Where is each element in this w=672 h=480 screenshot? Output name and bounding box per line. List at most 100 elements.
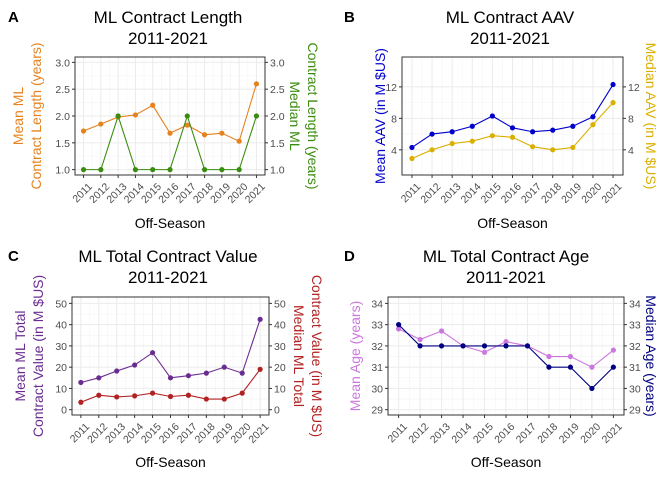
data-point-right: [236, 167, 242, 173]
x-tick-label: 2011: [399, 181, 424, 206]
data-point-left: [509, 125, 516, 131]
data-point-left: [132, 112, 139, 118]
x-tick-label: 2020: [578, 421, 603, 446]
right-tick-label: 30: [629, 383, 641, 395]
data-point-right: [396, 322, 402, 328]
x-tick-label: 2011: [385, 421, 410, 446]
data-point-right: [438, 343, 445, 349]
x-tick-label: 2021: [246, 421, 271, 446]
chart-title: ML Contract Length: [94, 8, 243, 27]
data-point-left: [449, 129, 455, 135]
data-point-right: [201, 167, 208, 173]
data-point-right: [150, 167, 156, 173]
data-point-left: [184, 122, 190, 128]
x-axis-label: Off-Season: [471, 454, 542, 470]
left-tick-label: 40: [55, 320, 67, 332]
right-axis-label: Contract Length (years): [305, 42, 321, 189]
data-point-left: [570, 123, 576, 129]
x-axis-label: Off-Season: [135, 215, 206, 231]
data-point-left: [203, 370, 209, 376]
right-tick-label: 4: [628, 145, 634, 157]
right-tick-label: 20: [274, 362, 286, 374]
data-point-left: [219, 130, 225, 136]
x-tick-label: 2018: [535, 421, 560, 446]
data-point-left: [98, 121, 104, 127]
data-point-left: [167, 130, 173, 136]
left-axis-label: Mean ML Total: [12, 310, 28, 401]
data-point-left: [417, 336, 423, 343]
data-point-left: [610, 347, 616, 353]
data-point-left: [114, 368, 120, 374]
left-axis-label: Contract Value (in M $US): [30, 275, 46, 437]
x-tick-label: 2014: [459, 181, 484, 206]
chart-title: 2011-2021: [128, 29, 208, 48]
right-tick-label: 1.0: [270, 165, 285, 177]
right-axis-label: Contract Value (in M $US): [309, 275, 325, 437]
data-point-left: [236, 138, 242, 144]
left-axis-label: Contract Length (years): [28, 42, 44, 189]
right-axis-label: Median AAV (in M $US): [643, 43, 659, 190]
data-point-left: [221, 364, 227, 370]
right-tick-label: 32: [629, 341, 641, 353]
x-tick-label: 2016: [499, 181, 524, 206]
x-tick-label: 2021: [599, 181, 624, 206]
data-point-right: [257, 366, 263, 372]
x-tick-label: 2016: [492, 421, 517, 446]
right-tick-label: 1.5: [270, 138, 285, 150]
data-point-left: [257, 316, 263, 322]
left-tick-label: 30: [55, 341, 67, 353]
x-tick-label: 2021: [600, 421, 625, 446]
data-point-right: [449, 140, 455, 147]
panel-letter: B: [344, 9, 355, 26]
data-point-right: [469, 138, 475, 144]
right-axis-label: Median ML Total: [291, 305, 307, 407]
data-point-left: [167, 375, 174, 381]
data-point-right: [239, 390, 245, 396]
data-point-right: [489, 133, 495, 139]
right-tick-label: 34: [629, 298, 641, 310]
panel-d: 29 30 31 32 33 34 29 30 31 32 33 34 2011201220132014…: [344, 247, 659, 470]
right-tick-label: 31: [629, 362, 641, 374]
panel-letter: C: [8, 248, 19, 265]
left-tick-label: 30: [371, 383, 383, 395]
chart-title: ML Total Contract Value: [78, 247, 257, 266]
data-point-right: [417, 343, 423, 349]
data-point-left: [396, 326, 402, 332]
data-point-right: [80, 167, 87, 173]
data-point-right: [589, 385, 595, 392]
x-tick-label: 2019: [557, 421, 582, 446]
data-point-right: [167, 393, 174, 400]
data-point-left: [239, 370, 245, 376]
right-tick-label: 33: [629, 320, 641, 332]
data-point-right: [184, 113, 190, 119]
right-tick-label: 0: [274, 405, 280, 417]
right-tick-label: 3.0: [270, 57, 285, 69]
data-point-right: [481, 343, 488, 349]
data-point-left: [530, 129, 536, 135]
data-point-right: [509, 134, 516, 140]
left-tick-label: 2.0: [55, 111, 70, 123]
data-point-right: [115, 113, 121, 119]
data-point-left: [550, 127, 556, 133]
x-tick-label: 2019: [559, 181, 584, 206]
data-point-right: [221, 396, 227, 402]
right-tick-label: 12: [628, 82, 640, 94]
right-tick-label: 10: [274, 383, 286, 395]
data-point-left: [429, 131, 435, 137]
x-tick-label: 2020: [579, 181, 604, 206]
data-point-right: [409, 155, 415, 162]
data-point-right: [149, 390, 156, 396]
panel-letter: A: [8, 9, 19, 26]
left-axis-label: Mean ML: [10, 87, 26, 146]
data-point-left: [590, 114, 596, 120]
right-tick-label: 40: [274, 320, 286, 332]
data-point-left: [589, 364, 595, 370]
x-tick-label: 2014: [449, 421, 474, 446]
data-point-right: [78, 399, 84, 405]
x-tick-label: 2013: [428, 421, 453, 446]
data-point-right: [530, 144, 536, 150]
x-tick-label: 2012: [406, 421, 431, 446]
left-tick-label: 0: [61, 405, 67, 417]
data-point-left: [409, 144, 415, 151]
data-point-right: [203, 396, 209, 402]
